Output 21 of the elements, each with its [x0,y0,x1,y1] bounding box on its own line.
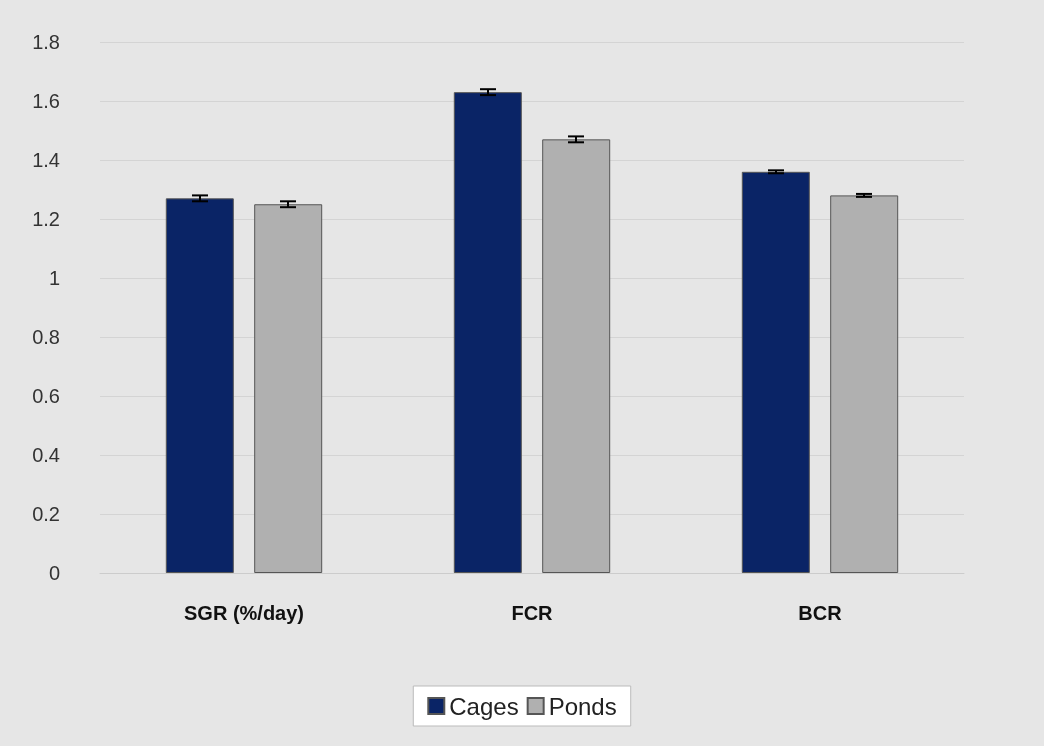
bar [741,171,810,573]
y-tick-label: 1 [48,267,60,289]
bar [453,92,522,573]
bar [165,198,234,573]
x-tick-label: BCR [798,602,843,624]
bar [542,139,611,573]
y-tick-label: 0.4 [32,444,60,466]
y-tick-label: 1.2 [32,208,60,230]
bar [830,195,899,573]
bar [254,204,323,573]
y-tick-label: 0.6 [32,385,60,407]
x-tick-label: FCR [511,602,554,624]
legend-label: Ponds [548,692,617,720]
y-tick-label: 1.8 [32,31,60,53]
y-tick-label: 1.6 [32,90,60,112]
y-tick-label: 0 [48,562,60,584]
y-tick-label: 1.4 [32,149,60,171]
x-tick-label: SGR (%/day) [183,602,305,624]
y-tick-label: 0.2 [32,503,60,525]
y-tick-label: 0.8 [32,326,60,348]
legend-label: Cages [449,692,519,720]
